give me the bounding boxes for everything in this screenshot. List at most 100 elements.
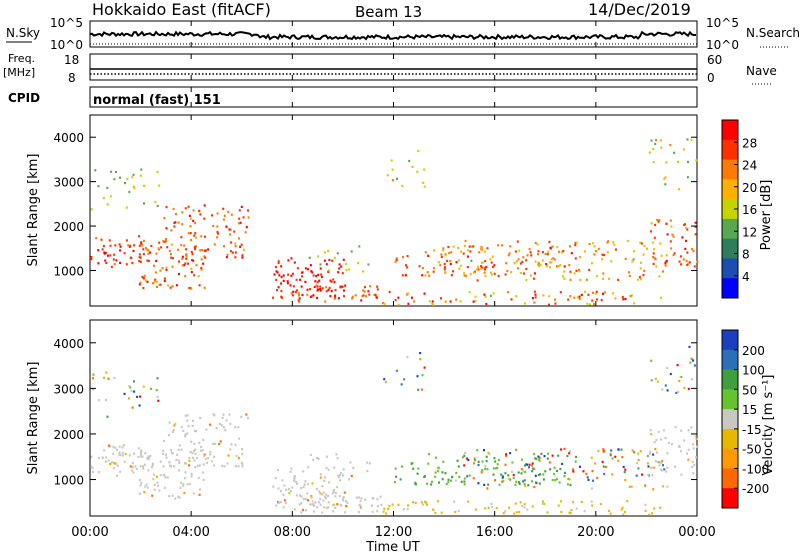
rti-cell bbox=[624, 257, 627, 260]
rti-cell bbox=[300, 487, 303, 490]
rti-cell bbox=[662, 429, 665, 432]
rti-cell bbox=[237, 456, 240, 459]
rti-cell bbox=[312, 294, 315, 297]
rti-cell bbox=[183, 491, 186, 494]
x-tick-label: 12:00 bbox=[375, 525, 412, 540]
rti-cell bbox=[106, 203, 109, 206]
rti-cell bbox=[173, 465, 176, 468]
rti-cell bbox=[319, 263, 322, 266]
rti-cell bbox=[195, 430, 197, 433]
rti-cell bbox=[225, 256, 228, 259]
rti-cell bbox=[410, 462, 413, 465]
rti-cell bbox=[558, 481, 561, 484]
rti-cell bbox=[313, 504, 315, 507]
rti-cell bbox=[138, 283, 141, 286]
rti-cell bbox=[350, 250, 353, 253]
rti-cell bbox=[383, 302, 386, 305]
rti-cell bbox=[213, 455, 216, 458]
rti-cell bbox=[325, 290, 328, 293]
rti-cell bbox=[563, 265, 566, 268]
rti-cell bbox=[667, 441, 670, 444]
rti-cell bbox=[187, 424, 190, 428]
rti-cell bbox=[142, 287, 145, 290]
rti-cell bbox=[612, 241, 615, 244]
rti-cell bbox=[186, 419, 189, 422]
rti-cell bbox=[664, 183, 667, 186]
rti-cell bbox=[204, 235, 206, 238]
rti-cell bbox=[486, 247, 489, 250]
rti-cell bbox=[483, 250, 486, 253]
rti-cell bbox=[276, 271, 279, 274]
rti-cell bbox=[525, 267, 528, 271]
rti-cell bbox=[239, 221, 242, 224]
rti-cell bbox=[115, 170, 117, 174]
rti-cell bbox=[403, 378, 406, 381]
rti-cell bbox=[468, 291, 471, 294]
rti-cell bbox=[408, 159, 411, 163]
rti-cell bbox=[313, 285, 316, 289]
rti-cell bbox=[180, 244, 183, 247]
rti-cell bbox=[165, 240, 168, 243]
rti-cell bbox=[184, 435, 187, 438]
rti-cell bbox=[116, 474, 119, 477]
rti-cell bbox=[189, 225, 192, 228]
rti-cell bbox=[168, 495, 171, 498]
rti-cell bbox=[652, 148, 655, 151]
rti-cell bbox=[339, 479, 342, 482]
rti-cell bbox=[329, 279, 332, 282]
rti-cell bbox=[335, 453, 338, 456]
rti-cell bbox=[514, 250, 517, 253]
rti-cell bbox=[157, 247, 160, 250]
rti-cell bbox=[659, 506, 662, 509]
rti-cell bbox=[683, 386, 686, 390]
rti-cell bbox=[221, 464, 224, 467]
rti-cell bbox=[630, 294, 633, 297]
rti-cell bbox=[387, 507, 390, 511]
rti-cell bbox=[227, 210, 230, 213]
rti-cell bbox=[192, 219, 195, 222]
rti-cell bbox=[385, 512, 388, 515]
velocity-colorbar-segment bbox=[722, 468, 738, 489]
rti-cell bbox=[105, 261, 108, 265]
rti-cell bbox=[532, 467, 535, 471]
rti-cell bbox=[657, 430, 660, 433]
rti-cell bbox=[116, 464, 119, 467]
rti-cell bbox=[234, 426, 237, 429]
rti-cell bbox=[374, 293, 377, 296]
rti-cell bbox=[113, 178, 116, 181]
rti-cell bbox=[602, 448, 605, 451]
rti-cell bbox=[621, 456, 624, 459]
rti-cell bbox=[309, 453, 312, 457]
power-colorbar-label: Power [dB] bbox=[759, 180, 774, 251]
rti-cell bbox=[490, 261, 493, 264]
rti-cell bbox=[340, 265, 343, 268]
rti-cell bbox=[310, 496, 313, 499]
rti-cell bbox=[652, 488, 655, 491]
rti-cell bbox=[102, 197, 105, 200]
rti-cell bbox=[101, 248, 104, 251]
rti-cell bbox=[587, 478, 590, 481]
rti-cell bbox=[574, 241, 577, 244]
rti-cell bbox=[440, 255, 443, 258]
rti-cell bbox=[527, 484, 530, 487]
rti-cell bbox=[609, 454, 612, 457]
rti-cell bbox=[560, 448, 563, 451]
nsearch-label: N.Search bbox=[746, 26, 800, 40]
rti-cell bbox=[505, 453, 508, 456]
rti-cell bbox=[336, 503, 339, 506]
rti-cell bbox=[395, 369, 398, 372]
rti-cell bbox=[446, 259, 449, 263]
rti-cell bbox=[395, 258, 398, 261]
rti-cell bbox=[621, 506, 624, 509]
rti-cell bbox=[513, 512, 516, 515]
rti-cell bbox=[656, 380, 659, 383]
rti-cell bbox=[633, 451, 636, 454]
rti-cell bbox=[157, 248, 160, 251]
rti-cell bbox=[524, 464, 526, 467]
rti-cell bbox=[363, 290, 366, 293]
rti-cell bbox=[606, 241, 609, 244]
rti-cell bbox=[653, 441, 656, 444]
rti-cell bbox=[375, 296, 378, 299]
rti-cell bbox=[320, 273, 323, 276]
rti-cell bbox=[139, 453, 142, 456]
